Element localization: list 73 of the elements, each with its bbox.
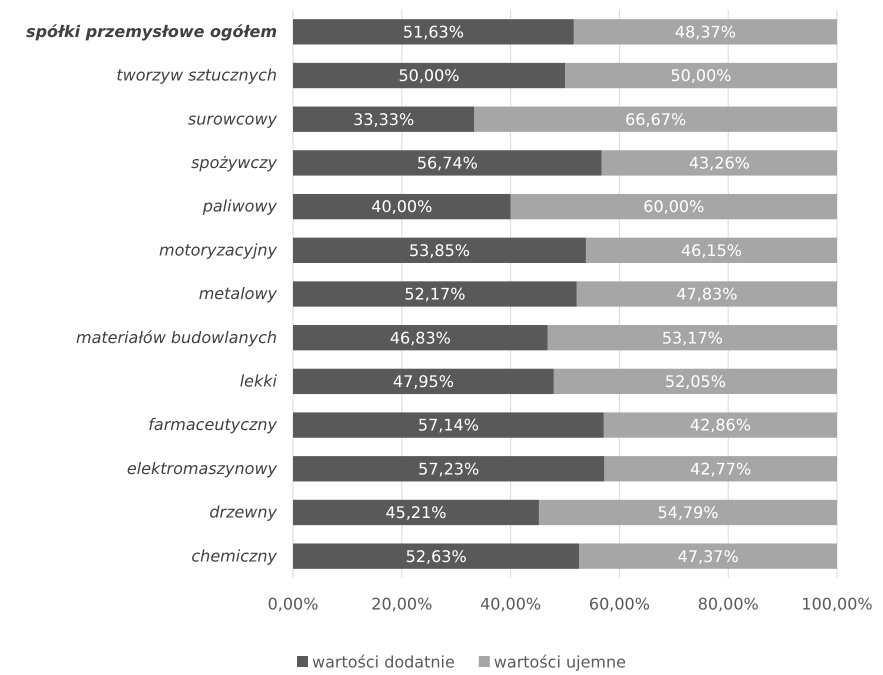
data-label: 57,14% (418, 416, 479, 435)
bar (293, 19, 574, 45)
bar (293, 106, 474, 132)
data-label: 46,15% (680, 240, 742, 260)
bar (510, 194, 837, 220)
data-label: 52,63% (406, 546, 467, 566)
bar (293, 238, 586, 263)
data-label: 52,17% (404, 284, 466, 304)
data-label: 60,00% (643, 197, 704, 216)
data-label: 52,05% (664, 372, 726, 391)
bar (293, 325, 548, 350)
y-tick-label: drzewny (209, 502, 278, 522)
bar (293, 368, 554, 394)
bar (574, 19, 837, 45)
data-label: 42,77% (690, 459, 752, 478)
bar (554, 368, 837, 394)
y-tick-label: motoryzacyjny (158, 240, 278, 260)
x-tick-label: 20,00% (371, 594, 432, 614)
y-tick-label: metalowy (198, 284, 278, 304)
y-tick-label: spółki przemysłowe ogółem (26, 22, 277, 41)
bar (565, 62, 837, 88)
data-label: 50,00% (398, 66, 460, 86)
data-label: 54,79% (657, 503, 718, 522)
data-label: 53,85% (408, 240, 470, 260)
bar (293, 412, 604, 438)
data-label: 66,67% (625, 110, 686, 129)
y-tick-label: spożywczy (191, 153, 278, 172)
bar (548, 325, 837, 350)
bar (576, 281, 837, 307)
data-label: 47,37% (678, 546, 739, 566)
data-label: 53,17% (662, 328, 723, 348)
bar (293, 543, 580, 569)
y-tick-label: lekki (240, 372, 278, 391)
bar (602, 150, 837, 176)
x-tick-label: 100,00% (801, 594, 873, 614)
data-label: 43,26% (688, 154, 750, 173)
bar (586, 238, 837, 263)
y-tick-label: chemiczny (191, 546, 278, 566)
bar (293, 150, 602, 176)
bar (604, 412, 837, 438)
bar (293, 281, 577, 307)
legend-label: wartości dodatnie (312, 652, 455, 672)
data-label: 50,00% (670, 66, 732, 86)
data-label: 51,63% (402, 22, 464, 42)
bar (538, 500, 837, 526)
data-label: 47,83% (676, 284, 738, 304)
data-label: 46,83% (390, 328, 451, 348)
data-label: 33,33% (353, 110, 414, 129)
bar (293, 456, 604, 482)
y-tick-label: materiałów budowlanych (76, 328, 277, 347)
y-tick-label: paliwowy (202, 196, 278, 216)
data-label: 45,21% (385, 503, 446, 522)
y-tick-label: farmaceutyczny (148, 415, 278, 434)
data-label: 56,74% (416, 154, 478, 173)
data-label: 47,95% (392, 372, 454, 391)
data-label: 48,37% (674, 22, 736, 42)
x-tick-label: 60,00% (588, 594, 650, 614)
y-tick-label: surowcowy (188, 109, 278, 128)
data-label: 40,00% (371, 197, 432, 216)
bar (293, 62, 565, 88)
bar (293, 500, 539, 526)
y-tick-label: tworzyw sztucznych (116, 66, 277, 85)
y-tick-label: elektromaszynowy (126, 458, 278, 478)
x-tick-label: 40,00% (480, 594, 542, 614)
data-label: 57,23% (418, 459, 480, 478)
data-label: 42,86% (690, 416, 751, 435)
bar (579, 543, 837, 569)
bar (474, 106, 837, 132)
x-tick-label: 0,00% (268, 594, 318, 614)
legend-label: wartości ujemne (494, 652, 626, 672)
x-tick-label: 80,00% (698, 594, 759, 614)
bar (604, 456, 837, 482)
bar (293, 194, 511, 220)
